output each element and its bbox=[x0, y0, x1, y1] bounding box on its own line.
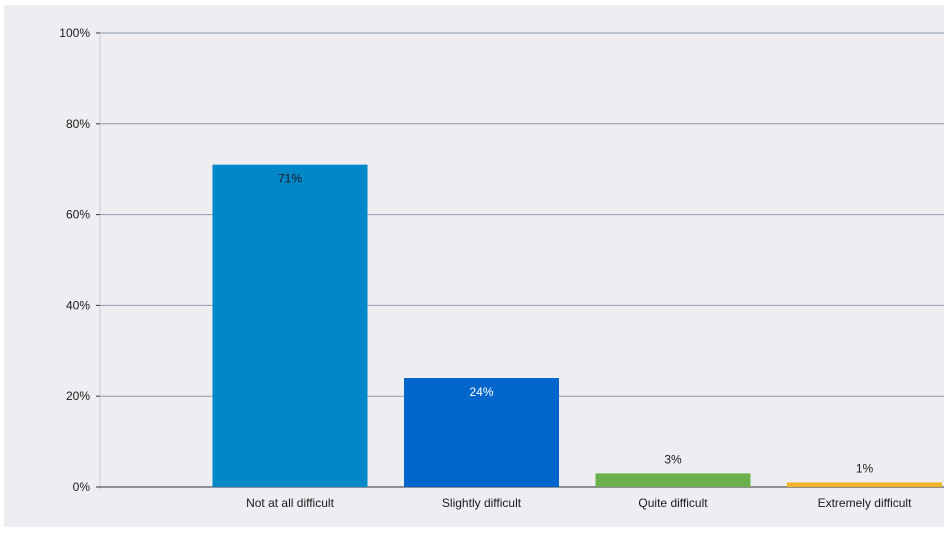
y-tick-label: 60% bbox=[66, 208, 90, 222]
x-tick-label: Not at all difficult bbox=[246, 496, 334, 510]
data-label: 71% bbox=[278, 172, 302, 186]
y-tick-label: 100% bbox=[59, 26, 90, 40]
data-label: 1% bbox=[856, 461, 874, 475]
data-label: 24% bbox=[469, 385, 493, 399]
y-tick-label: 40% bbox=[66, 298, 90, 312]
bars: 71% 24% 3% 1% bbox=[212, 164, 942, 487]
y-tick-label: 80% bbox=[66, 117, 90, 131]
x-tick-label: Extremely difficult bbox=[818, 496, 912, 510]
bar bbox=[787, 482, 942, 487]
y-axis-ticks: 0% 20% 40% 60% 80% 100% bbox=[59, 26, 100, 494]
bar bbox=[595, 473, 751, 487]
data-label: 3% bbox=[664, 452, 682, 466]
bar bbox=[212, 164, 368, 487]
x-tick-label: Slightly difficult bbox=[442, 496, 522, 510]
x-axis-ticks: Not at all difficult Slightly difficult Qu… bbox=[246, 496, 912, 510]
y-tick-label: 0% bbox=[73, 480, 91, 494]
bar bbox=[404, 378, 559, 487]
x-tick-label: Quite difficult bbox=[638, 496, 708, 510]
y-tick-label: 20% bbox=[66, 389, 90, 403]
